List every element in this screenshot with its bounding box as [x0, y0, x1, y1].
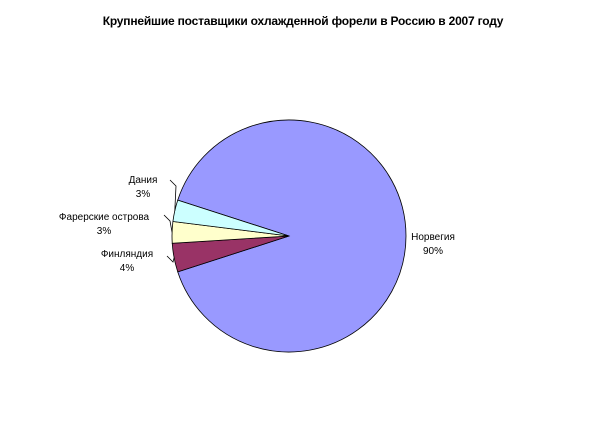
leader-line-4 — [169, 179, 177, 211]
slice-pct-label-4: 3% — [136, 189, 151, 200]
slice-name-label-1: Норвегия — [411, 232, 455, 243]
slice-name-label-4: Дания — [129, 175, 158, 186]
leader-line-2 — [166, 255, 175, 263]
slice-pct-label-1: 90% — [423, 246, 443, 257]
slice-name-label-2: Финляндия — [101, 249, 153, 260]
slice-pct-label-3: 3% — [97, 226, 112, 237]
chart-title: Крупнейшие поставщики охлажденной форели… — [102, 14, 504, 28]
pie-slice-1 — [177, 119, 407, 353]
slice-pct-label-2: 4% — [120, 263, 135, 274]
leader-line-3 — [163, 214, 173, 233]
slice-name-label-3: Фарерские острова — [59, 212, 150, 223]
